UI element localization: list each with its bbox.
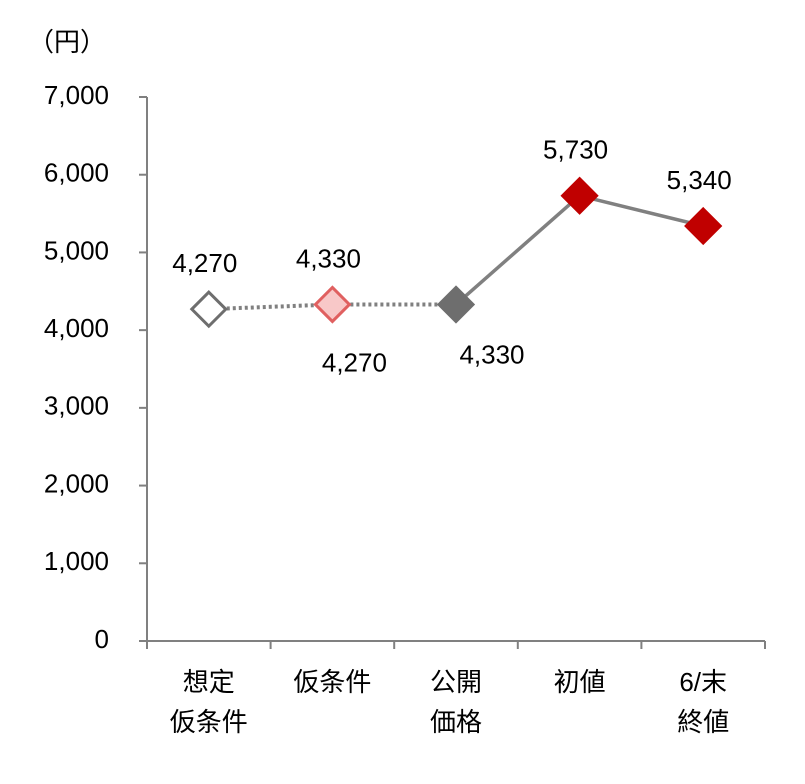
value-label: 4,330 [459, 339, 524, 369]
x-tick-label: 終値 [677, 707, 729, 737]
y-tick-label: 3,000 [44, 391, 109, 421]
range-low-label: 4,270 [322, 347, 387, 377]
marker [436, 285, 476, 324]
marker [560, 176, 599, 215]
y-axis-label: （円） [28, 27, 106, 57]
y-tick-label: 4,000 [44, 313, 109, 343]
line-segment [208, 302, 333, 312]
y-tick-label: 6,000 [44, 158, 109, 188]
line-segment [454, 194, 581, 306]
y-tick-label: 1,000 [44, 546, 109, 576]
x-tick-label: 初値 [554, 667, 606, 697]
marker [189, 290, 228, 329]
value-label: 5,730 [543, 135, 608, 165]
x-tick-label: 6/末 [679, 667, 727, 697]
x-tick-label: 仮条件 [293, 667, 371, 697]
x-tick-label: 価格 [430, 707, 482, 737]
y-tick-label: 2,000 [44, 468, 109, 498]
y-tick-label: 5,000 [44, 235, 109, 265]
value-label: 5,340 [667, 165, 732, 195]
x-tick-label: 想定 [183, 667, 235, 697]
y-tick-label: 7,000 [44, 80, 109, 110]
y-tick-label: 0 [95, 624, 109, 654]
line-segment [579, 193, 704, 228]
x-tick-label: 公開 [430, 667, 482, 697]
x-tick-label: 仮条件 [170, 707, 248, 737]
value-label: 4,330 [296, 243, 361, 273]
marker [684, 206, 723, 246]
marker [313, 285, 352, 324]
value-label: 4,270 [172, 248, 237, 278]
